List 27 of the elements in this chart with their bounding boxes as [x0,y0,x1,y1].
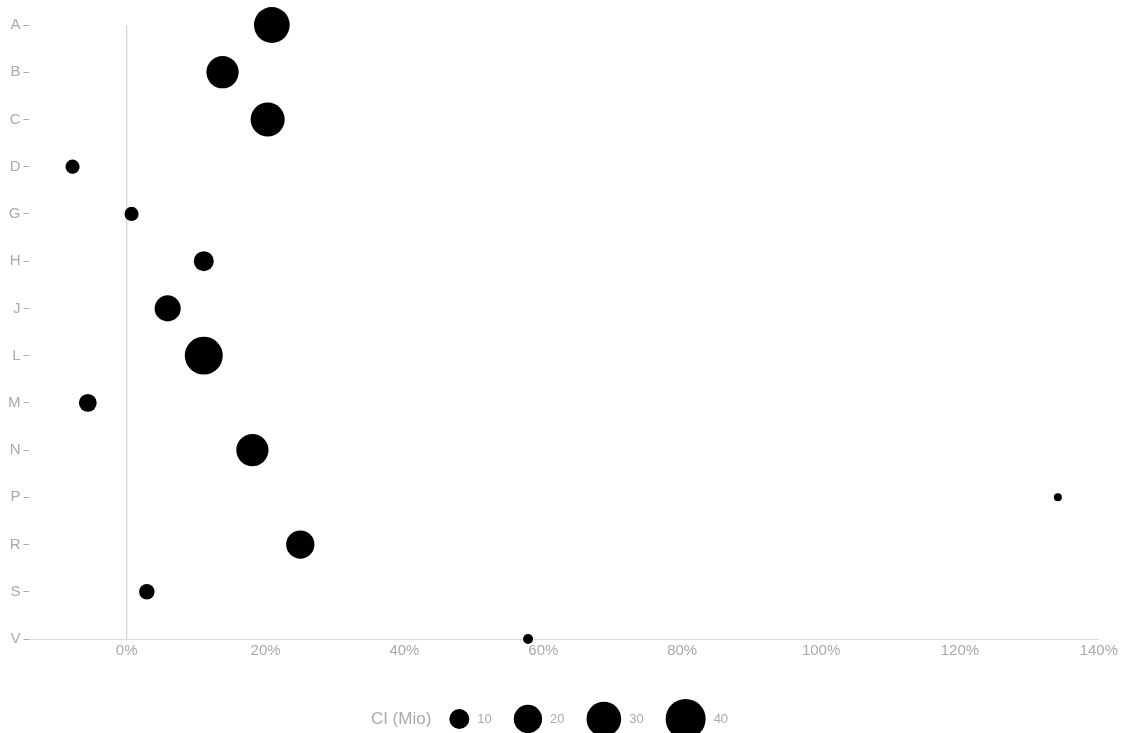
x-tick-label: 40% [389,641,420,659]
y-tick-label: H [9,251,21,269]
x-tick-label: 60% [528,641,559,659]
y-tick-label: C [9,109,21,127]
legend-label: 40 [713,710,729,726]
y-tick-label: M [8,392,21,410]
y-tick-label: P [10,487,21,505]
y-tick-label: G [8,204,21,222]
y-tick-label: D [9,156,21,174]
x-tick-label: 0% [115,641,138,659]
legend-label: 20 [550,710,565,726]
legend-label: 30 [629,710,644,726]
x-tick-label: 140% [1079,641,1119,659]
x-tick-label: 20% [250,641,281,659]
x-tick-label: 80% [667,641,698,659]
x-tick-label: 100% [801,641,841,659]
y-tick-label: R [9,534,21,552]
y-tick-label: N [9,440,21,458]
legend-label: 10 [477,710,492,726]
y-tick-label: V [10,629,21,647]
x-tick-label: 120% [940,641,980,659]
y-tick-label: S [10,581,21,599]
legend-title: CI (Mio) [370,708,432,728]
y-tick-label: A [10,15,21,33]
y-tick-label: J [13,298,21,316]
y-tick-label: B [10,62,21,80]
y-tick-label: L [12,345,21,363]
